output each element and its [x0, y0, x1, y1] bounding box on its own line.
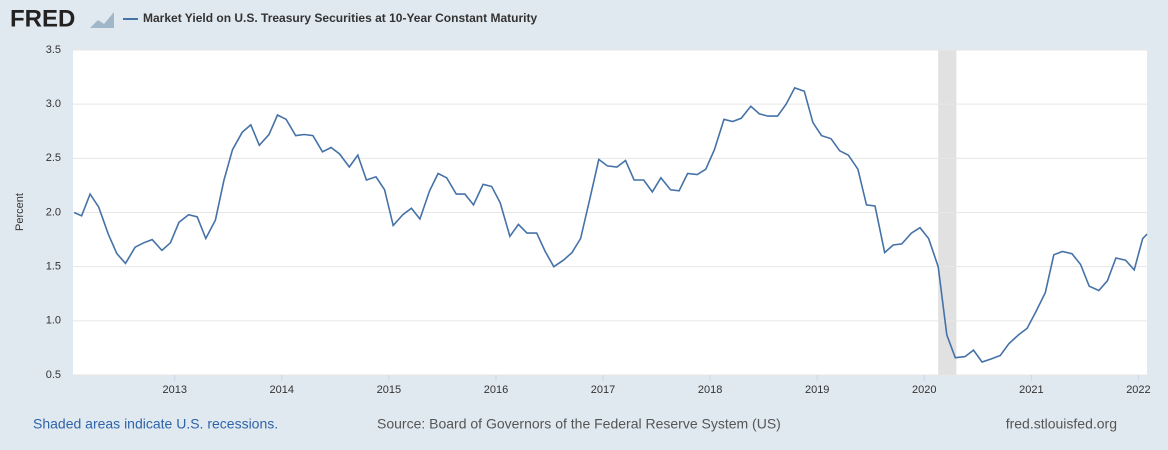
x-tick-label: 2016 — [484, 384, 508, 396]
x-tick-label: 2021 — [1019, 384, 1043, 396]
x-tick-label: 2015 — [377, 384, 401, 396]
recession-note[interactable]: Shaded areas indicate U.S. recessions. — [33, 416, 278, 432]
x-tick-label: 2013 — [162, 384, 186, 396]
x-tick-label: 2020 — [912, 384, 936, 396]
y-axis-label: Percent — [14, 193, 26, 231]
y-tick-label: 3.5 — [46, 44, 61, 56]
x-tick-label: 2022 — [1126, 384, 1150, 396]
y-tick-label: 1.0 — [46, 315, 61, 327]
y-tick-label: 3.0 — [46, 98, 61, 110]
legend-label: Market Yield on U.S. Treasury Securities… — [143, 11, 537, 25]
y-tick-label: 2.5 — [46, 152, 61, 164]
x-tick-label: 2018 — [698, 384, 722, 396]
series-line — [73, 86, 1148, 363]
source: Source: Board of Governors of the Federa… — [377, 416, 781, 432]
y-tick-label: 2.0 — [46, 206, 61, 218]
y-tick-label: 0.5 — [46, 369, 61, 381]
logo-icon — [90, 12, 114, 28]
x-tick-label: 2014 — [270, 384, 294, 396]
url[interactable]: fred.stlouisfed.org — [1006, 416, 1117, 432]
y-tick-label: 1.5 — [46, 261, 61, 273]
x-tick-label: 2017 — [591, 384, 615, 396]
x-tick-label: 2019 — [805, 384, 829, 396]
logo[interactable]: FRED — [10, 5, 75, 32]
